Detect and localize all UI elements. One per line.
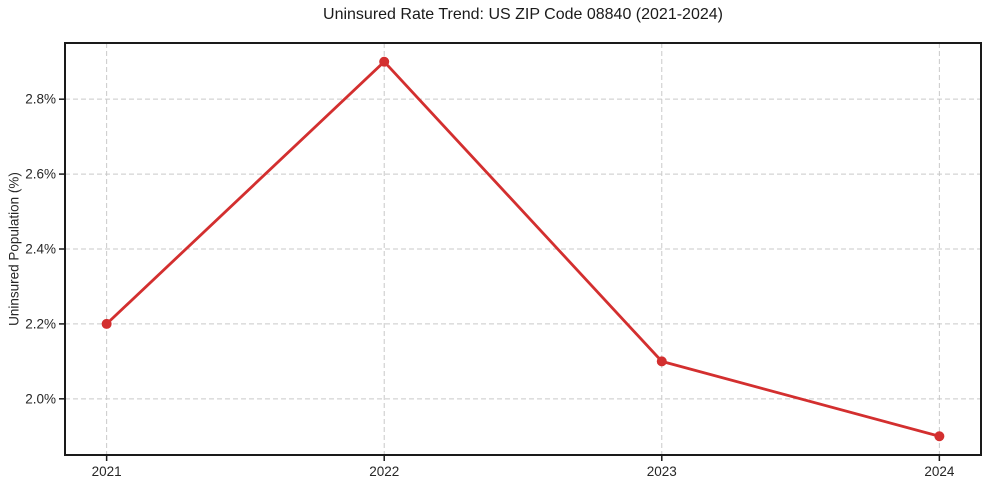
x-tick-label: 2021: [92, 464, 122, 479]
data-point-2022: [379, 56, 390, 67]
y-tick-label: 2.6%: [25, 167, 56, 182]
x-tick-label: 2023: [647, 464, 677, 479]
data-point-2023: [656, 356, 667, 367]
y-tick-label: 2.0%: [25, 391, 56, 406]
plot-border: [64, 42, 982, 456]
x-tick-label: 2024: [924, 464, 955, 479]
y-axis-label: Uninsured Population (%): [6, 172, 22, 326]
x-tick-label: 2022: [369, 464, 399, 479]
y-tick-label: 2.4%: [25, 242, 56, 257]
trend-line: [105, 60, 941, 438]
data-point-2024: [934, 431, 945, 442]
y-tick-label: 2.2%: [25, 316, 56, 331]
y-tick-label: 2.8%: [25, 92, 56, 107]
chart-title: Uninsured Rate Trend: US ZIP Code 08840 …: [323, 6, 723, 23]
data-point-2021: [101, 318, 112, 329]
